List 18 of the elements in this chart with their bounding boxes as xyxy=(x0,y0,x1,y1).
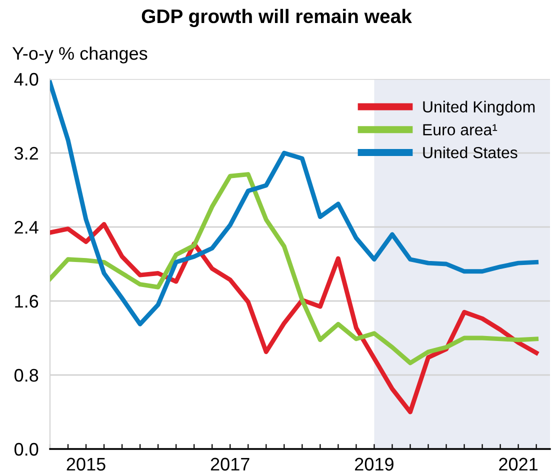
y-tick-label: 3.2 xyxy=(14,146,38,160)
legend-label: United States xyxy=(423,146,518,158)
x-tick-label: 2021 xyxy=(499,458,538,471)
y-tick-label: 2.4 xyxy=(14,220,38,234)
y-axis-title: Y-o-y % changes xyxy=(12,46,148,64)
x-tick-label: 2017 xyxy=(210,458,250,471)
y-tick-label: 4.0 xyxy=(14,72,38,86)
x-tick-label: 2015 xyxy=(66,458,106,471)
line-series xyxy=(50,172,539,366)
line-series xyxy=(50,80,539,326)
y-tick-label: 1.6 xyxy=(15,294,38,308)
y-tick-label: 0.0 xyxy=(14,442,38,456)
x-tick-label: 2019 xyxy=(355,458,394,471)
chart-title: GDP growth will remain weak xyxy=(142,8,412,28)
legend-label: Euro area¹ xyxy=(423,124,498,136)
line-series xyxy=(50,222,539,414)
legend-label: United Kingdom xyxy=(423,100,535,116)
y-tick-label: 0.8 xyxy=(14,368,38,382)
